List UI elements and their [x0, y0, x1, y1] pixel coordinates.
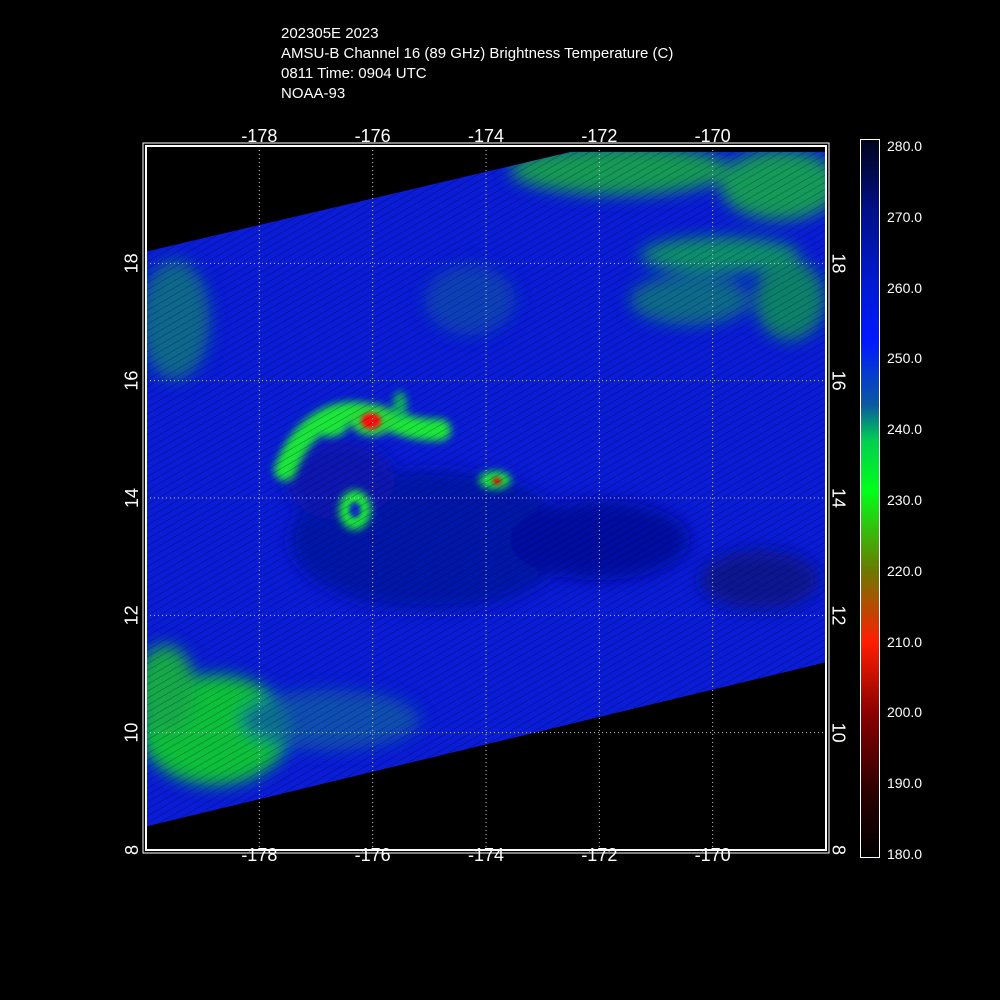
map-frame	[145, 145, 827, 851]
satellite-label: NOAA-93	[281, 85, 346, 102]
axis-tick-labels: -178 -178 -176 -176 -174 -174 -172 -172 -170 -170…	[122, 126, 849, 865]
colorbar-tick-label: 230.0	[887, 492, 923, 508]
lon-tick-label-top: -170	[695, 126, 731, 146]
lat-tick-label-left: 18	[122, 253, 142, 273]
lat-tick-label-left: 10	[122, 723, 142, 743]
lon-tick-label-top: -172	[581, 126, 617, 146]
lat-tick-label-left: 14	[122, 488, 142, 508]
lat-tick-label-right: 18	[828, 253, 848, 273]
lat-tick-label-left: 16	[122, 371, 142, 391]
colorbar-tick-label: 280.0	[887, 138, 923, 154]
lat-tick-label-right: 12	[828, 605, 848, 625]
colorbar-tick-label: 220.0	[887, 562, 923, 579]
lon-tick-label-top: -178	[241, 126, 277, 146]
lon-tick-label-top: -174	[468, 126, 504, 146]
chart-header: 202305E 2023 AMSU-B Channel 16 (89 GHz) …	[281, 24, 673, 104]
colorbar-tick-label: 240.0	[887, 421, 923, 438]
colorbar-tick-label: 180.0	[887, 846, 923, 862]
colorbar-tick-label: 210.0	[887, 633, 923, 650]
lat-tick-label-left: 12	[122, 605, 142, 625]
lon-tick-label-bottom: -178	[241, 845, 277, 865]
colorbar-tick-label: 260.0	[887, 279, 923, 296]
lat-tick-label-right: 14	[828, 488, 848, 508]
lon-tick-label-bottom: -170	[695, 845, 731, 865]
lat-tick-label-right: 10	[828, 723, 848, 743]
colorbar-tick-label: 200.0	[887, 704, 923, 721]
lat-tick-label-left: 8	[122, 845, 142, 855]
colorbar-tick-label: 190.0	[887, 775, 923, 792]
lon-tick-label-bottom: -176	[355, 845, 391, 865]
lon-tick-label-top: -176	[355, 126, 391, 146]
colorbar	[860, 139, 880, 858]
colorbar-tick-label: 270.0	[887, 208, 923, 225]
storm-id: 202305E 2023	[281, 25, 379, 42]
lat-tick-label-right: 16	[828, 371, 848, 391]
lon-tick-label-bottom: -172	[581, 845, 617, 865]
lon-tick-label-bottom: -174	[468, 845, 504, 865]
lat-tick-label-right: 8	[828, 845, 848, 855]
time-label: 0811 Time: 0904 UTC	[281, 65, 427, 82]
product-title: AMSU-B Channel 16 (89 GHz) Brightness Te…	[281, 45, 674, 62]
colorbar-tick-label: 250.0	[887, 350, 923, 367]
